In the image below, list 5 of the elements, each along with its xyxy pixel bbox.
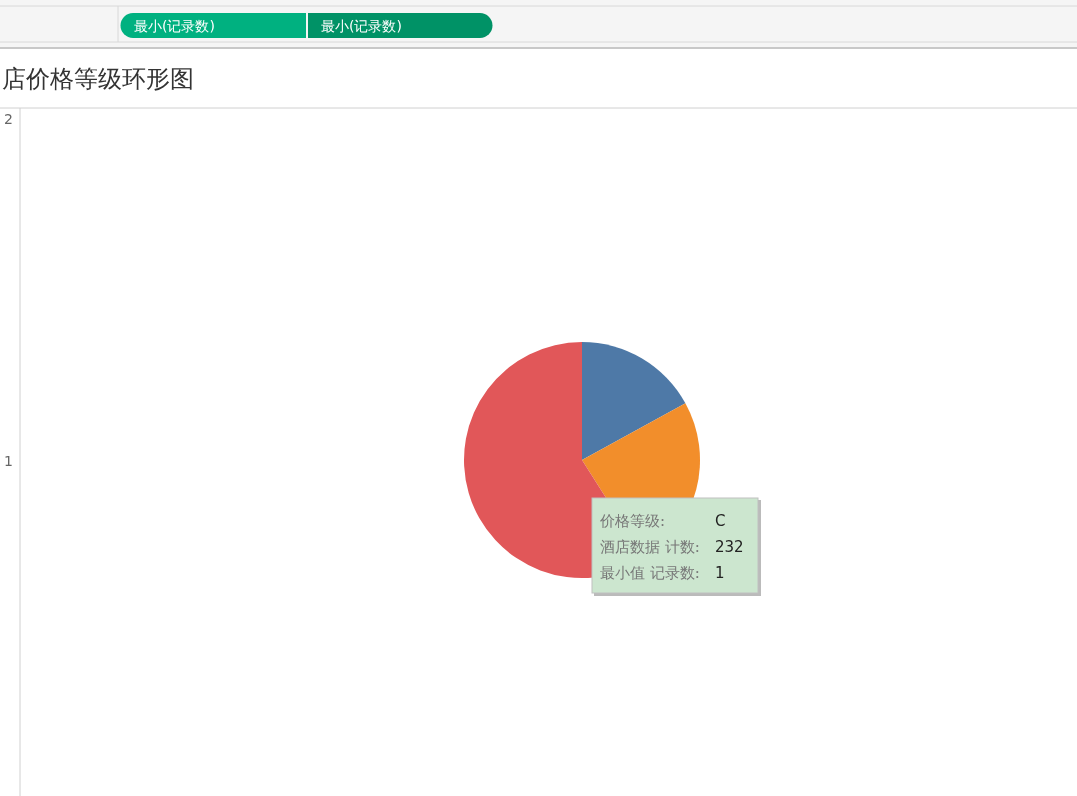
- tooltip: 价格等级: C 酒店数据 计数: 232 最小值 记录数: 1: [591, 497, 761, 596]
- text: 1: [4, 453, 13, 469]
- text: 2: [4, 111, 13, 127]
- text: 店价格等级环形图: [2, 65, 194, 93]
- shelf: 最小(记录数) 最小(记录数): [120, 13, 493, 38]
